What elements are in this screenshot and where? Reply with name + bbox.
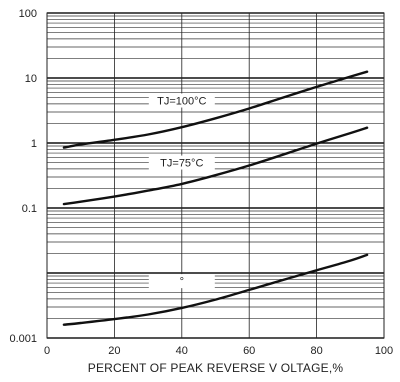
curve-label-3: ° — [180, 276, 184, 288]
curve-label-2: TJ=75°C — [160, 158, 203, 170]
curve-label-1: TJ=100°C — [157, 96, 206, 108]
x-tick-labels: 0 20 40 60 80 100 — [44, 345, 393, 357]
x-tick-label: 80 — [310, 345, 322, 357]
series-line-1 — [62, 70, 369, 149]
x-tick-label: 0 — [44, 345, 50, 357]
y-tick-label: 0.1 — [22, 203, 37, 215]
curve-label-bg — [148, 274, 215, 289]
curve-labels: TJ=100°C TJ=75°C ° — [148, 93, 215, 289]
y-tick-label: 0.001 — [9, 333, 37, 345]
x-tick-label: 60 — [243, 345, 255, 357]
x-axis-label: PERCENT OF PEAK REVERSE V OLTAGE,% — [88, 361, 344, 375]
curve-label-bg — [148, 155, 215, 170]
curves — [62, 70, 369, 326]
x-tick-label: 100 — [375, 345, 393, 357]
minor-grid — [47, 15, 384, 319]
curve-label-bg — [148, 93, 215, 108]
y-tick-labels: 0.001 0.1 1 10 100 — [9, 8, 37, 345]
series-line-2 — [62, 126, 369, 206]
y-tick-label: 100 — [19, 8, 37, 20]
plot-frame — [46, 12, 385, 339]
y-tick-label: 10 — [25, 73, 37, 85]
series-line-3 — [62, 253, 369, 326]
x-tick-label: 40 — [176, 345, 188, 357]
y-tick-label: 1 — [31, 138, 37, 150]
x-tick-label: 20 — [108, 345, 120, 357]
